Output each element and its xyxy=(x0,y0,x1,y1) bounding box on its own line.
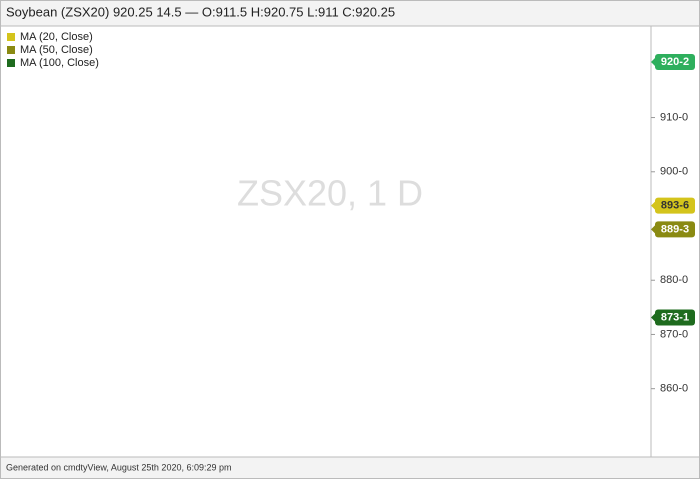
price-tag xyxy=(655,221,695,238)
footer-text: Generated on cmdtyView, August 25th 2020… xyxy=(6,462,232,472)
price-tag-pointer xyxy=(651,224,656,235)
price-tag-label: 889-3 xyxy=(661,223,689,235)
price-tag-label: 893-6 xyxy=(661,200,689,212)
legend-swatch xyxy=(7,59,15,67)
y-tick-label: 880-0 xyxy=(660,274,688,286)
price-tag xyxy=(655,309,695,326)
y-tick-label: 870-0 xyxy=(660,328,688,340)
legend-label: MA (20, Close) xyxy=(20,31,93,43)
legend-label: MA (50, Close) xyxy=(20,44,93,56)
price-axis: 860-0 870-0 880-0 900-0 910-0 893-6 889-3 873-1… xyxy=(651,53,695,395)
legend-swatch xyxy=(7,46,15,54)
price-tag xyxy=(655,197,695,214)
price-tag-pointer xyxy=(651,56,656,67)
price-tag-label: 920-2 xyxy=(661,56,689,68)
legend-label: MA (100, Close) xyxy=(20,57,99,69)
watermark: ZSX20, 1 D xyxy=(237,173,423,214)
footer-bar xyxy=(1,457,699,478)
price-tag xyxy=(655,53,695,70)
header-bar xyxy=(1,1,699,26)
y-tick-label: 910-0 xyxy=(660,111,688,123)
chart-title: Soybean (ZSX20) 920.25 14.5 — O:911.5 H:… xyxy=(6,4,395,19)
price-tag-pointer xyxy=(651,312,656,323)
legend-swatch xyxy=(7,33,15,41)
price-tag-label: 873-1 xyxy=(661,311,689,323)
y-tick-label: 900-0 xyxy=(660,166,688,178)
y-tick-label: 860-0 xyxy=(660,383,688,395)
price-tag-pointer xyxy=(651,200,656,211)
